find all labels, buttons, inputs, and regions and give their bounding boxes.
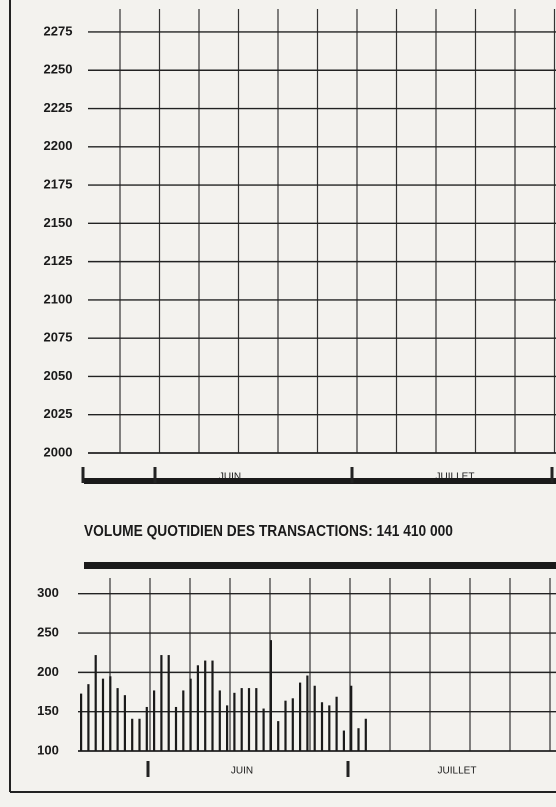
y-tick-label: 2050 (44, 368, 73, 383)
bar (255, 688, 258, 751)
bar (211, 660, 214, 751)
y-tick-label: 2175 (44, 177, 73, 192)
bar (313, 685, 316, 751)
bar (101, 678, 105, 751)
bar (291, 698, 294, 751)
y-tick-label: 2200 (44, 138, 73, 153)
bar (240, 688, 243, 751)
bar (328, 705, 331, 751)
bar (182, 690, 185, 751)
y-tick-label: 250 (37, 624, 59, 639)
bar (87, 684, 90, 751)
bar (160, 655, 163, 751)
bar (131, 718, 134, 751)
y-tick-label: 300 (37, 585, 59, 600)
bar (196, 665, 199, 751)
bar (116, 688, 119, 751)
y-tick-label: 2225 (44, 100, 73, 115)
y-tick-label: 2100 (44, 291, 73, 306)
month-label: JUILLET (436, 472, 475, 483)
bar (123, 695, 126, 751)
month-label: JUILLET (438, 766, 477, 777)
month-label: JUIN (231, 766, 253, 777)
bar (233, 692, 236, 751)
title-rule-top (84, 478, 556, 484)
bar (262, 708, 265, 751)
bar (320, 702, 324, 751)
bar (335, 696, 338, 751)
bar (153, 690, 156, 751)
bar (247, 688, 251, 751)
bar (94, 655, 97, 751)
bar (364, 718, 367, 751)
bar (226, 705, 229, 751)
y-tick-label: 2075 (44, 330, 73, 345)
y-tick-label: 2150 (44, 215, 73, 230)
y-tick-label: 200 (37, 664, 59, 679)
bar (167, 655, 170, 751)
y-tick-label: 150 (37, 703, 59, 718)
month-label: JUIN (219, 472, 241, 483)
bar (299, 682, 302, 751)
bar (145, 706, 148, 751)
y-tick-label: 2025 (44, 406, 73, 421)
bar (80, 693, 83, 751)
bar (138, 718, 141, 751)
bar (342, 730, 345, 751)
bar (306, 675, 309, 751)
volume-title: VOLUME QUOTIDIEN DES TRANSACTIONS: 141 4… (84, 522, 453, 540)
bar (218, 690, 221, 751)
bar (109, 676, 112, 751)
bar (189, 678, 192, 751)
bar (277, 721, 280, 751)
y-tick-label: 2275 (44, 23, 73, 38)
y-tick-label: 2125 (44, 253, 73, 268)
y-tick-label: 2250 (44, 62, 73, 77)
bar (350, 685, 353, 751)
bar (357, 728, 360, 751)
title-rule-bottom (84, 562, 556, 569)
y-tick-label: 100 (37, 742, 59, 757)
bar (269, 640, 272, 751)
bar (284, 700, 287, 751)
bar (174, 706, 178, 751)
y-tick-label: 2000 (44, 444, 73, 459)
bar (204, 660, 207, 751)
